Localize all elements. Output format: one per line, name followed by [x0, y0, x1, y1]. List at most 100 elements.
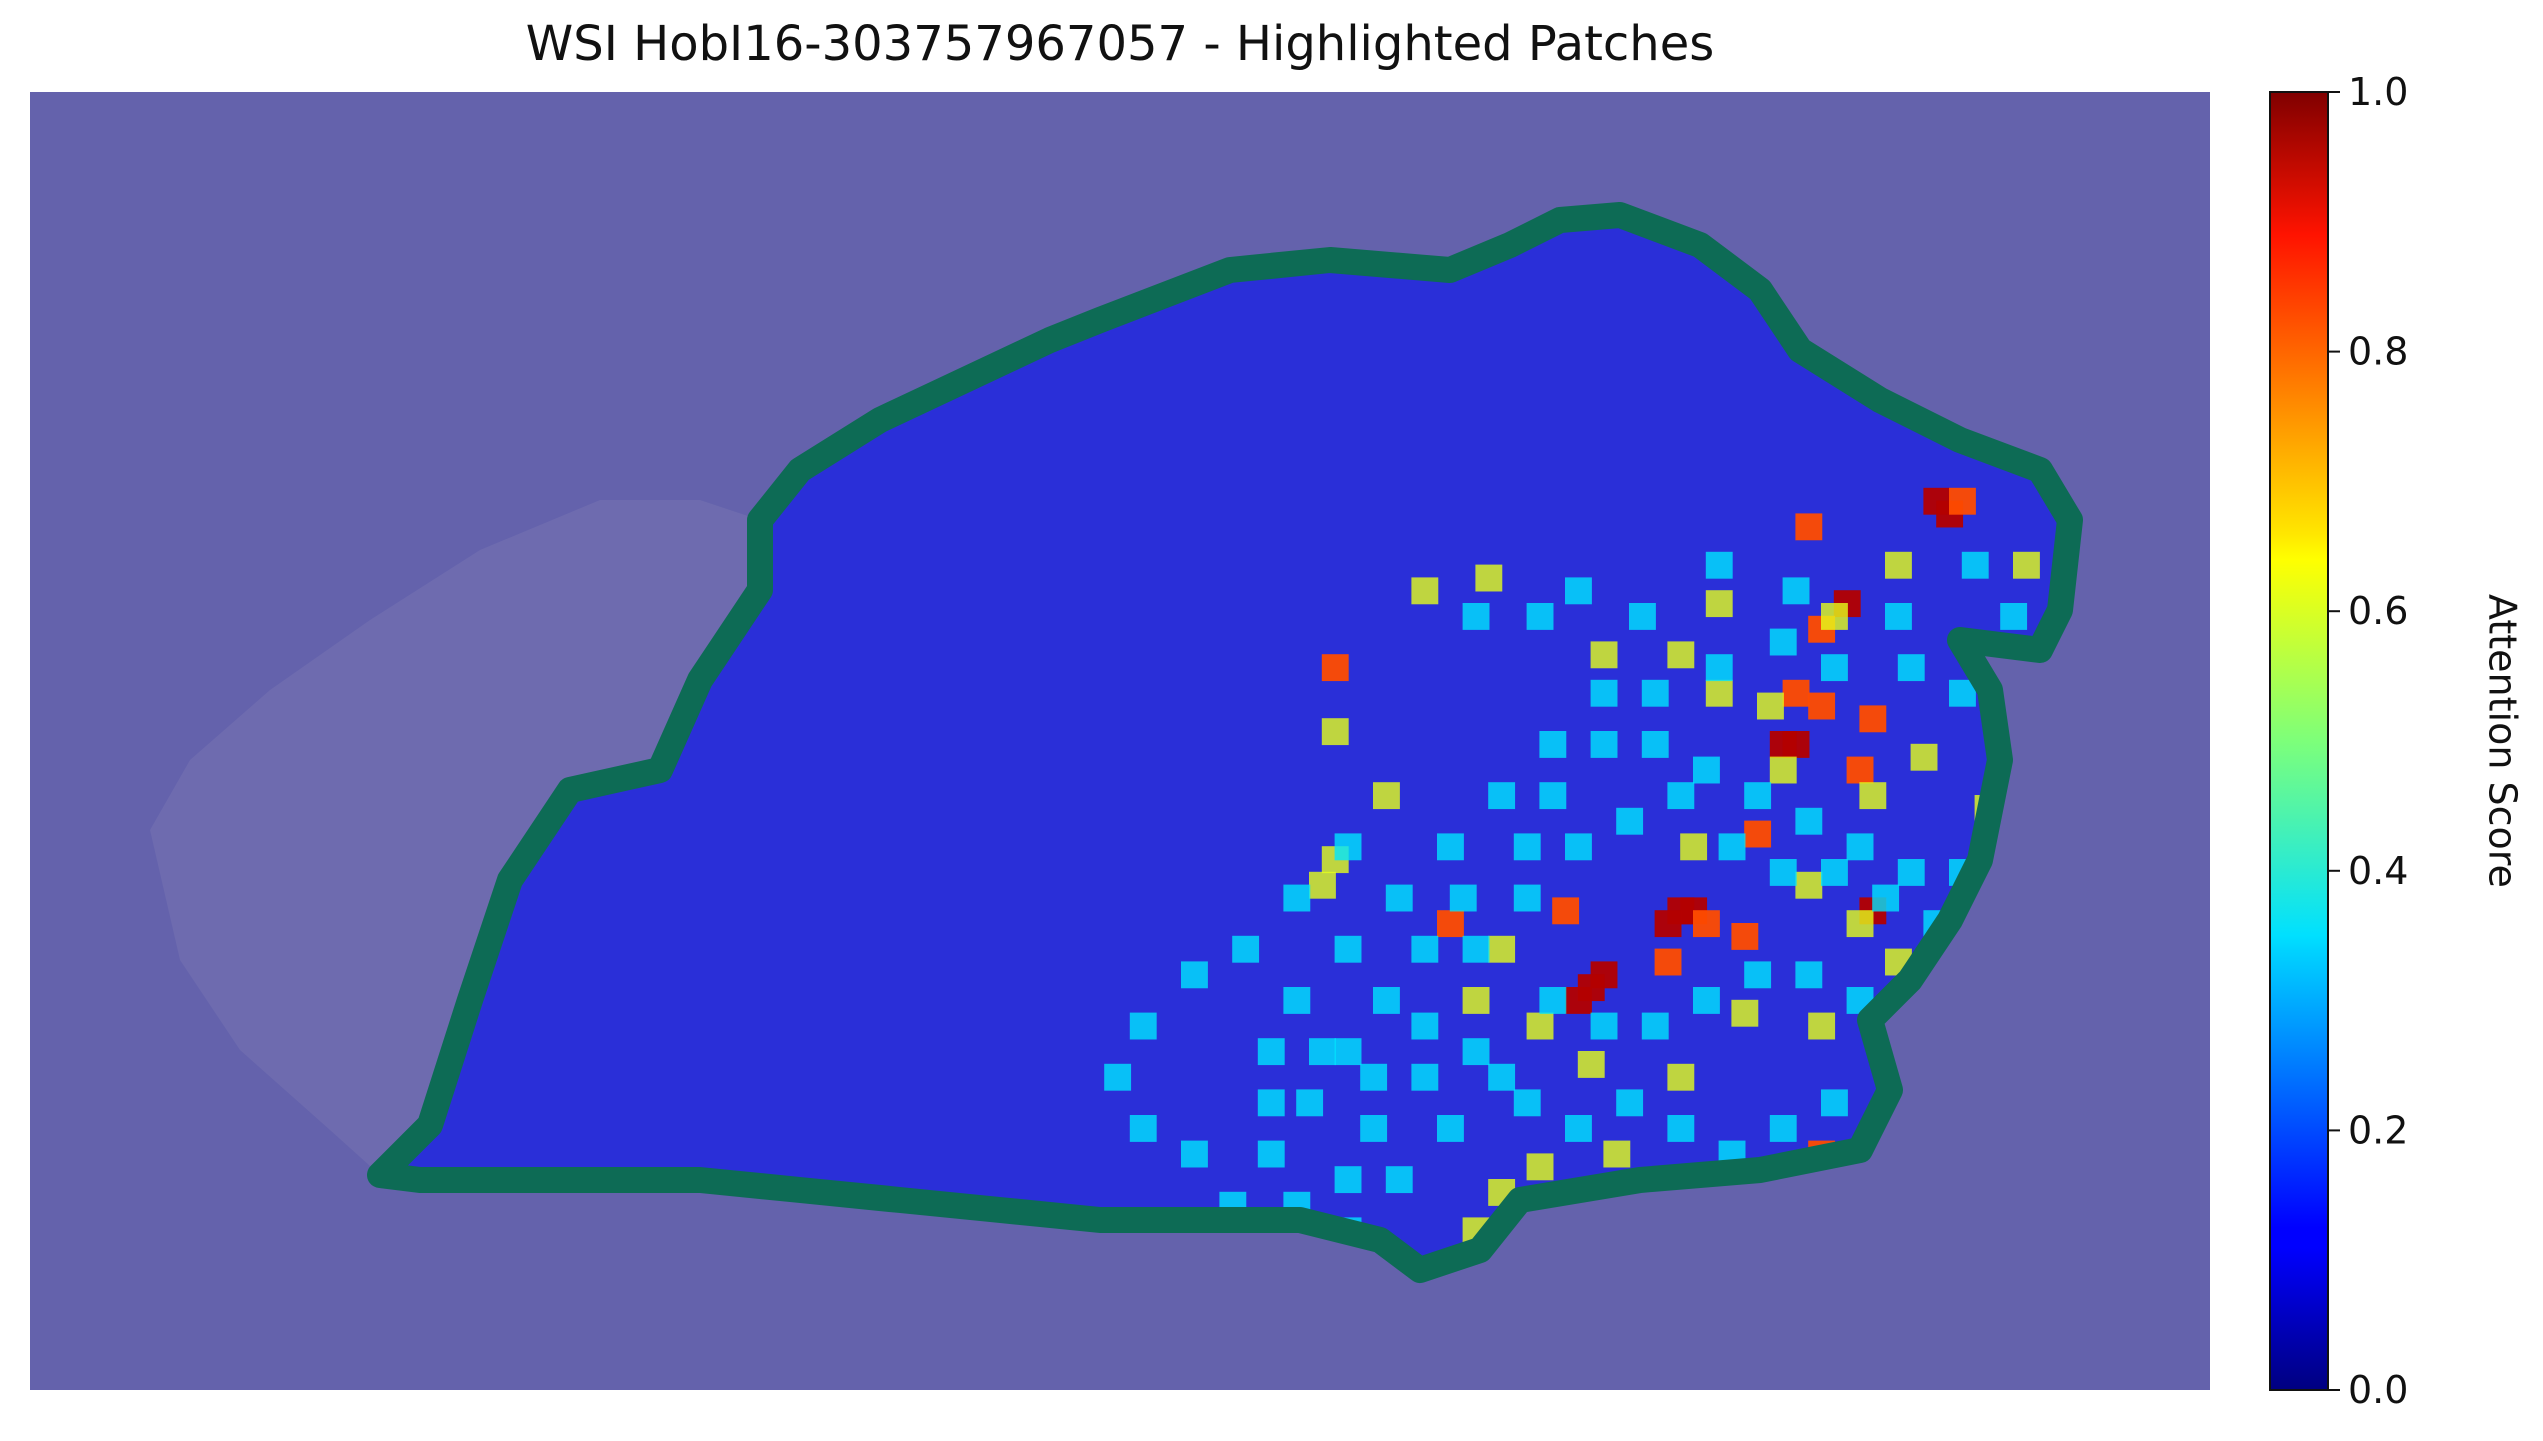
attention-patch: [1782, 577, 1810, 605]
attention-patch: [1449, 884, 1477, 912]
attention-patch: [1603, 1140, 1631, 1168]
attention-patch: [1360, 1397, 1387, 1424]
attention-patch: [1462, 935, 1490, 963]
attention-patch: [1808, 1012, 1836, 1040]
attention-patch: [1539, 782, 1567, 810]
attention-patch: [2231, 1397, 2258, 1424]
attention-patch: [1757, 692, 1784, 720]
attention-patch: [1015, 1422, 1042, 1441]
attention-patch: [1693, 910, 1720, 938]
attention-patch: [1667, 641, 1695, 669]
attention-patch: [1872, 884, 1900, 912]
attention-patch: [1181, 1140, 1208, 1168]
attention-patch: [1782, 731, 1810, 758]
attention-patch: [1296, 1089, 1324, 1117]
attention-patch: [1705, 654, 1733, 682]
attention-patch: [1462, 603, 1490, 630]
attention-patch: [2218, 1243, 2245, 1270]
attention-patch: [1539, 731, 1567, 758]
attention-patch: [2243, 1269, 2270, 1296]
attention-patch: [2410, 1115, 2437, 1142]
attention-patch: [1821, 603, 1848, 630]
attention-patch: [1795, 871, 1823, 899]
attention-patch: [1821, 654, 1848, 682]
attention-patch: [1616, 807, 1644, 835]
attention-patch: [2359, 987, 2386, 1014]
attention-patch: [1257, 1038, 1285, 1066]
attention-patch: [2013, 551, 2040, 579]
attention-patch: [1769, 1115, 1797, 1142]
attention-patch: [1411, 1063, 1439, 1091]
attention-patch: [1488, 1063, 1516, 1091]
attention-patch: [1539, 987, 1567, 1014]
colorbar-tick-label: 0.6: [2348, 589, 2408, 633]
attention-patch: [1885, 551, 1912, 579]
attention-patch: [2256, 1422, 2283, 1441]
attention-patch: [1309, 1422, 1336, 1441]
attention-patch: [1309, 1038, 1336, 1066]
attention-patch: [1321, 654, 1349, 682]
attention-patch: [1360, 1115, 1388, 1142]
attention-patch: [1129, 1012, 1157, 1040]
attention-patch: [1949, 1435, 1976, 1441]
attention-patch: [1769, 628, 1797, 656]
attention-patch: [1513, 884, 1541, 912]
attention-patch: [1846, 833, 1874, 861]
attention-patch: [1526, 1153, 1554, 1181]
attention-patch: [1795, 961, 1823, 989]
attention-patch: [1411, 1012, 1439, 1040]
colorbar: 0.0 0.2 0.4 0.6 0.8 1.0 Attention Score: [2269, 70, 2525, 1412]
attention-patch: [1705, 590, 1733, 618]
attention-patch: [2384, 1217, 2411, 1244]
colorbar-ticks: 0.0 0.2 0.4 0.6 0.8 1.0: [2328, 70, 2408, 1412]
attention-patch: [2231, 833, 2258, 860]
attention-patch: [1770, 1397, 1797, 1424]
attention-patch: [1488, 935, 1516, 963]
attention-patch: [2371, 936, 2398, 963]
attention-patch: [1949, 679, 1976, 707]
attention-patch: [1462, 987, 1490, 1014]
attention-patch: [1283, 987, 1311, 1014]
attention-patch: [1693, 756, 1720, 784]
attention-patch: [1437, 1115, 1464, 1142]
attention-patch: [1437, 833, 1464, 861]
attention-patch: [1232, 935, 1260, 963]
tissue-outline: [367, 202, 2083, 1283]
slide-image: [30, 92, 2437, 1441]
colorbar-tick-label: 0.8: [2348, 330, 2408, 374]
attention-patch: [1821, 859, 1848, 886]
attention-patch: [1513, 1089, 1541, 1117]
attention-patch: [2410, 1166, 2437, 1193]
attention-patch: [1334, 833, 1362, 861]
attention-patch: [1641, 679, 1669, 707]
attention-patch: [1257, 1140, 1285, 1168]
attention-patch: [1846, 910, 1874, 938]
attention-patch: [1641, 731, 1669, 758]
attention-patch: [1488, 782, 1516, 810]
attention-patch: [2384, 1064, 2411, 1091]
attention-patch: [1897, 654, 1925, 682]
attention-patch: [1718, 833, 1746, 861]
attention-patch: [1565, 1115, 1592, 1142]
attention-patch: [1731, 999, 1759, 1027]
attention-patch: [1949, 487, 1976, 515]
attention-patch: [1680, 833, 1708, 861]
attention-patch: [720, 1397, 747, 1424]
attention-patch: [1885, 1409, 1912, 1436]
attention-patch: [2154, 1409, 2181, 1436]
attention-patch: [1795, 513, 1823, 541]
attention-patch: [1590, 641, 1618, 669]
attention-patch: [1705, 551, 1733, 579]
attention-patch: [1731, 923, 1759, 950]
attention-patch: [1475, 564, 1503, 592]
colorbar-label: Attention Score: [2481, 594, 2525, 888]
attention-patch: [1910, 743, 1938, 771]
attention-patch: [2307, 1422, 2334, 1441]
attention-patch: [1565, 833, 1592, 861]
attention-patch: [1961, 551, 1989, 579]
attention-patch: [1411, 1397, 1438, 1424]
attention-patch: [1667, 1115, 1695, 1142]
attention-patch: [1629, 603, 1656, 630]
